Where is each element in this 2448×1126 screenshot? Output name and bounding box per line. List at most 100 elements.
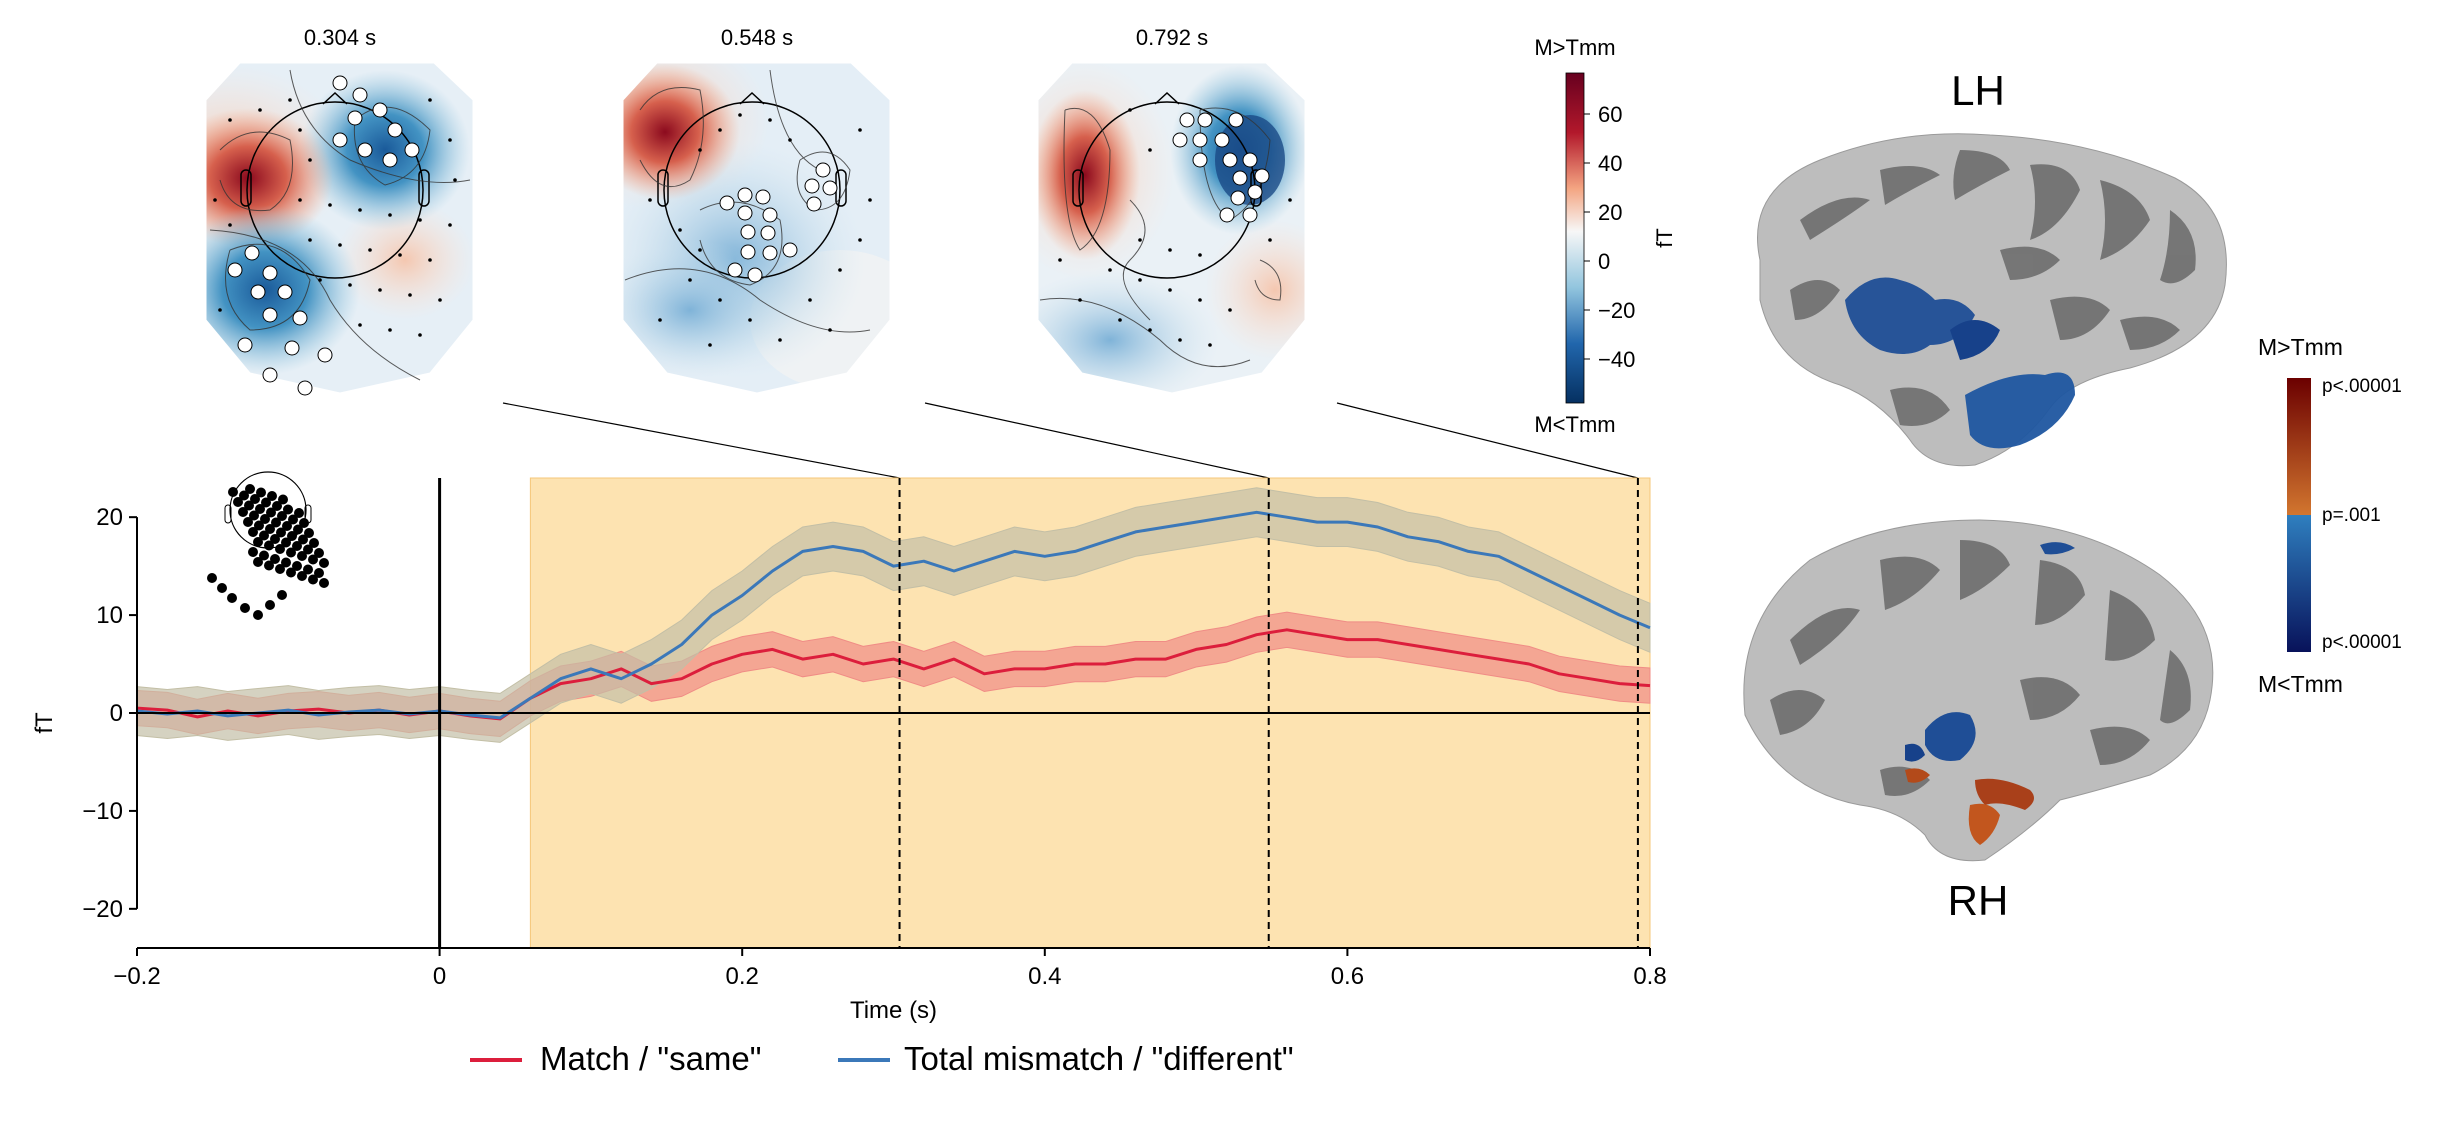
sensor-icon-dot — [245, 484, 255, 494]
sensor-icon-dot — [248, 547, 258, 557]
confidence-band-1 — [136, 487, 1651, 743]
connector-line — [502, 402, 900, 479]
legend-label-match: Match / "same" — [540, 1040, 762, 1077]
sensor-icon-dot — [261, 497, 271, 508]
x-tick-label: −0.2 — [113, 963, 160, 990]
contour-lines — [624, 69, 871, 333]
head-outline — [240, 91, 430, 279]
sensor-icon-dot — [265, 600, 275, 610]
sensor-icon-dot — [292, 541, 302, 551]
y-tick-label: 0 — [110, 700, 123, 727]
chart-axes: −0.2 0 0.2 0.4 0.6 0.8 −20 −10 0 10 20 — [82, 478, 1667, 990]
colorbar-unit: fT — [1652, 228, 1677, 248]
sensor-icon-dot — [288, 514, 298, 525]
sensor-icon-dot — [253, 537, 263, 547]
colorbar-tick: −20 — [1598, 298, 1635, 323]
topomap-title: 0.792 s — [1136, 25, 1208, 50]
series-line-1 — [136, 510, 1651, 720]
sensor-icon-dot — [286, 547, 296, 558]
topomap-title: 0.304 s — [304, 25, 376, 50]
sensor-icon-dot — [282, 521, 292, 531]
sensor-icon-dot — [259, 550, 269, 561]
sensor-icon-dot — [260, 514, 270, 524]
lh-label: LH — [1951, 67, 2005, 114]
sensor-icon-dot — [233, 497, 243, 507]
sensor-icon-dot — [304, 528, 314, 538]
sensor-icon-dot — [281, 557, 291, 568]
colorbar-tick: 60 — [1598, 102, 1622, 127]
sensor-icon-dot — [293, 524, 303, 535]
sensor-icon-dot — [227, 593, 237, 603]
sensor-icon-dot — [319, 558, 329, 568]
sensor-icon-dot — [283, 504, 293, 515]
sensor-icon-dot — [238, 507, 248, 517]
sensor-icon-dot — [253, 557, 263, 567]
rh-cluster — [1968, 803, 2000, 845]
sensor-icon-dot — [287, 531, 297, 541]
sensor-icon-dot — [319, 578, 329, 588]
y-tick-label: 10 — [96, 602, 123, 629]
sensor-icon-dot — [250, 494, 260, 504]
topomap-title: 0.548 s — [721, 25, 793, 50]
brain-colorbar-tick: p=.001 — [2322, 505, 2381, 526]
sensor-icon-dot — [256, 487, 266, 498]
sensor-icon-dot — [239, 490, 249, 501]
topomap-1: 0.304 s — [205, 25, 474, 396]
sensor-icon-dot — [270, 534, 280, 544]
sensor-icon-dot — [309, 538, 319, 548]
x-axis-label: Time (s) — [850, 997, 937, 1024]
connector-line — [1336, 402, 1639, 479]
sensor-icon-dot — [294, 508, 304, 518]
x-tick-label: 0.4 — [1028, 963, 1061, 990]
sensor-icon-dot — [297, 551, 307, 561]
lh-cluster — [1950, 320, 2000, 360]
colorbar-tick: 40 — [1598, 151, 1622, 176]
sensor-icon-dot — [248, 527, 258, 537]
brain-colorbar-top-label: M>Tmm — [2258, 334, 2343, 360]
sensor-icon-dot — [272, 501, 282, 511]
sensor-icon-dot — [249, 510, 259, 521]
sensor-dots — [648, 113, 872, 347]
sensor-icon-dot — [286, 567, 296, 578]
sensor-icon-dot — [277, 511, 287, 521]
sensor-icon-dot — [264, 560, 274, 571]
sensor-icon-dot — [299, 518, 309, 528]
sensor-icon-dot — [207, 573, 217, 583]
sensor-icon-dot — [259, 530, 269, 541]
brain-colorbar-bottom-label: M<Tmm — [2258, 671, 2343, 697]
sensor-icon-dot — [217, 583, 227, 593]
sensor-icon-dot — [240, 603, 250, 613]
colorbar-top-label: M>Tmm — [1534, 35, 1615, 60]
sensor-icon-dot — [253, 610, 263, 620]
colorbar-bottom-label: M<Tmm — [1534, 412, 1615, 437]
legend: Match / "same" Total mismatch / "differe… — [470, 1040, 1294, 1077]
topomap-colorbar: M>Tmm 60 40 20 0 −20 −40 fT M<Tmm — [1534, 35, 1677, 437]
sensor-icon-dot — [275, 544, 285, 554]
brain-colorbar-tick: p<.00001 — [2322, 632, 2402, 653]
y-tick-label: −20 — [82, 896, 123, 923]
sensor-icon-dot — [276, 527, 286, 538]
sensor-icon-dot — [266, 507, 276, 518]
sensor-icon-dot — [314, 548, 324, 558]
x-tick-label: 0.2 — [726, 963, 759, 990]
sensor-icon-dot — [303, 544, 313, 555]
topomap-2: 0.548 s — [622, 25, 891, 394]
brain-colorbar: M>Tmm p<.00001 p=.001 p<.00001 M<Tmm — [2258, 334, 2402, 697]
sensor-dots — [213, 75, 457, 396]
topomap-3: 0.792 s — [1037, 25, 1306, 394]
sensor-icon-dot — [271, 517, 281, 528]
sensor-icon-dot — [308, 554, 318, 565]
brain-left-hemisphere: LH — [1757, 67, 2227, 467]
colorbar-tick: −40 — [1598, 347, 1635, 372]
sensor-dots — [1058, 108, 1292, 347]
sensor-icon-dot — [292, 561, 302, 571]
rh-cluster — [1905, 768, 1930, 783]
sensor-icon-dot — [243, 517, 253, 527]
rh-label: RH — [1948, 877, 2009, 924]
sensor-icon-dot — [278, 494, 288, 505]
rh-cluster — [2040, 542, 2075, 555]
colorbar-ticks: 60 40 20 0 −20 −40 — [1584, 102, 1635, 372]
sensor-icon-dot — [228, 487, 238, 497]
series-lines — [136, 510, 1651, 721]
